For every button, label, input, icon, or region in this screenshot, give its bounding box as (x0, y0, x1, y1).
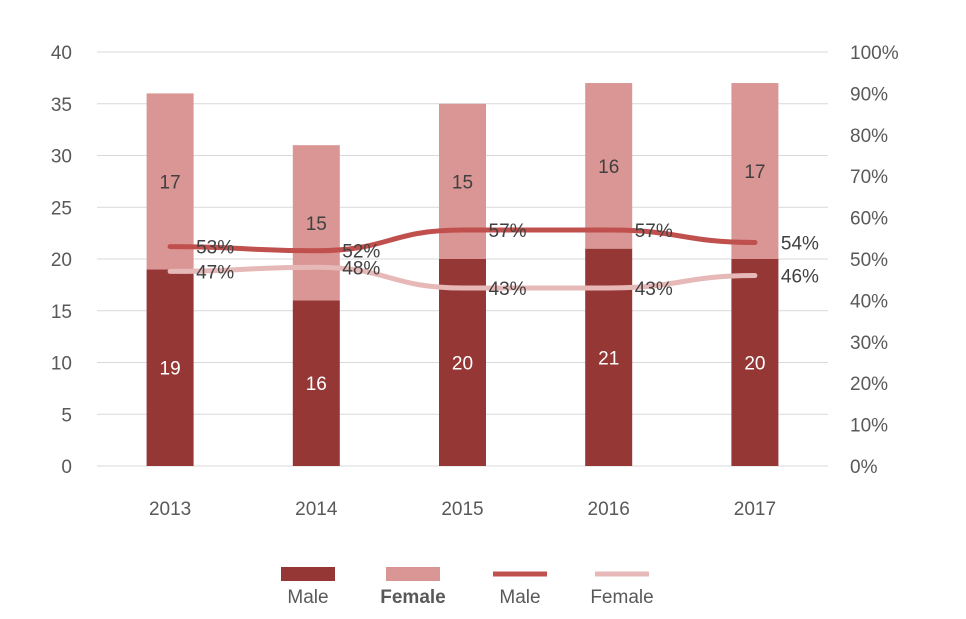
bar-female (292, 145, 340, 301)
line-label-female: 46% (781, 267, 819, 288)
right-axis-tick: 100% (850, 43, 899, 64)
x-axis-tick: 2013 (149, 499, 191, 520)
right-axis-tick: 90% (850, 84, 888, 105)
bar-label-female: 15 (306, 214, 327, 235)
right-axis-tick: 0% (850, 457, 878, 478)
line-label-female: 43% (635, 279, 673, 300)
legend-label-female: Female (590, 587, 653, 608)
bar-male (146, 269, 194, 466)
line-male (167, 227, 758, 254)
x-axis-tick: 2014 (295, 499, 338, 520)
legend-swatch-male (281, 567, 335, 581)
right-axis-tick: 40% (850, 291, 888, 312)
left-axis-tick: 35 (51, 95, 72, 116)
right-axis-tick: 10% (850, 416, 888, 437)
bar-label-female: 17 (160, 172, 181, 193)
line-label-female: 47% (196, 262, 234, 283)
legend-label-male: Male (287, 587, 328, 608)
line-female (167, 264, 758, 291)
right-axis-tick: 60% (850, 209, 888, 230)
bar-female (731, 83, 779, 259)
legend: Male Female Male Female (281, 567, 654, 608)
left-axis-tick: 25 (51, 198, 72, 219)
line-label-male: 52% (342, 242, 380, 263)
bar-male (731, 259, 779, 466)
axes: 0 5 10 15 20 25 30 35 40 0% 10% 20% 30% 40% 50% 60% 70% 8… (51, 43, 899, 520)
left-axis-tick: 40 (51, 43, 72, 64)
bar-label-male: 21 (598, 348, 619, 369)
bar-label-male: 16 (306, 374, 327, 395)
left-axis-tick: 30 (51, 147, 72, 168)
bar-label-female: 16 (598, 157, 619, 178)
left-axis-tick: 20 (51, 250, 72, 271)
x-axis-tick: 2015 (441, 499, 483, 520)
right-axis-tick: 80% (850, 126, 888, 147)
bar-female (585, 83, 633, 249)
lines (167, 227, 758, 291)
right-axis-tick: 30% (850, 333, 888, 354)
bar-label-male: 19 (160, 359, 181, 380)
left-axis-tick: 10 (51, 354, 72, 375)
bar-female (439, 103, 486, 259)
line-label-female: 43% (489, 279, 527, 300)
line-label-male: 57% (489, 221, 527, 242)
bar-male (292, 300, 340, 466)
right-axis-tick: 20% (850, 374, 888, 395)
bar-male (585, 248, 633, 466)
right-axis-tick: 70% (850, 167, 888, 188)
bar-label-male: 20 (452, 354, 473, 375)
x-axis-tick: 2017 (734, 499, 776, 520)
line-label-male: 54% (781, 233, 819, 254)
left-axis-tick: 5 (61, 405, 72, 426)
line-label-male: 57% (635, 221, 673, 242)
legend-label-male: Male (499, 587, 540, 608)
right-axis-tick: 50% (850, 250, 888, 271)
bars (146, 83, 779, 466)
x-axis-tick: 2016 (588, 499, 630, 520)
legend-swatch-female (386, 567, 440, 581)
bar-label-female: 15 (452, 172, 473, 193)
bar-label-male: 20 (744, 354, 765, 375)
legend-label-female: Female (380, 587, 445, 608)
bar-male (439, 259, 486, 466)
line-label-male: 53% (196, 238, 234, 259)
left-axis-tick: 15 (51, 302, 72, 323)
bar-label-female: 17 (744, 162, 765, 183)
line-label-female: 48% (342, 258, 380, 279)
bar-female (146, 93, 194, 270)
data-labels: 19 17 16 15 20 15 21 16 20 17 53% 52% 57% 57% 54% 47% 48… (160, 157, 820, 395)
left-axis-tick: 0 (61, 457, 72, 478)
